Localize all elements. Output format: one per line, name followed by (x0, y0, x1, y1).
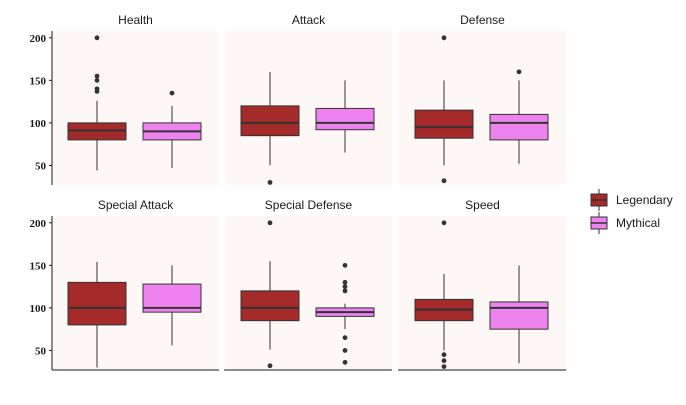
outlier-point-legendary (441, 178, 447, 184)
y-tick-label: 200 (30, 33, 47, 45)
y-tick-label: 50 (35, 160, 47, 172)
box-legendary (240, 105, 300, 137)
outlier-point-legendary (94, 89, 100, 94)
box-legendary (240, 290, 300, 322)
facet-title-attack: Attack (292, 13, 326, 27)
box-mythical (489, 301, 549, 330)
outlier-point-legendary (267, 363, 273, 369)
y-tick-label: 200 (30, 218, 47, 230)
box-mythical (315, 107, 375, 131)
facet-title-health: Health (118, 13, 153, 27)
panel-background-health (52, 31, 219, 185)
outlier-point-legendary (94, 35, 100, 41)
box-legendary (414, 109, 474, 139)
facet-title-defense: Defense (460, 13, 505, 27)
outlier-point-legendary (441, 220, 447, 226)
outlier-point-mythical (342, 348, 348, 353)
y-tick-label: 100 (30, 303, 47, 315)
y-tick-label: 100 (30, 118, 47, 130)
facet-title-special-attack: Special Attack (98, 198, 174, 212)
box-legendary (67, 281, 127, 326)
outlier-point-mythical (169, 90, 175, 96)
outlier-point-mythical (342, 284, 348, 290)
outlier-point-legendary (441, 364, 447, 369)
outlier-point-legendary (441, 35, 447, 41)
outlier-point-mythical (342, 359, 348, 365)
outlier-point-mythical (342, 335, 348, 341)
outlier-point-legendary (94, 77, 100, 83)
panel-background-speed (399, 216, 566, 370)
box-mythical (489, 113, 549, 141)
outlier-point-legendary (267, 180, 273, 185)
outlier-point-mythical (342, 279, 348, 285)
outlier-point-legendary (94, 73, 100, 79)
legend-label-mythical: Mythical (616, 216, 660, 230)
outlier-point-mythical (342, 288, 348, 294)
legend-label-legendary: Legendary (616, 193, 673, 207)
outlier-point-legendary (441, 358, 447, 364)
facet-title-special-defense: Special Defense (265, 198, 353, 212)
y-tick-label: 50 (35, 345, 47, 357)
y-tick-label: 150 (30, 260, 47, 272)
y-tick-label: 150 (30, 75, 47, 87)
outlier-point-legendary (441, 352, 447, 358)
facet-title-speed: Speed (465, 198, 500, 212)
outlier-point-mythical (516, 69, 522, 75)
outlier-point-legendary (267, 220, 273, 226)
outlier-point-mythical (342, 262, 348, 268)
panel-background-defense (399, 31, 566, 185)
